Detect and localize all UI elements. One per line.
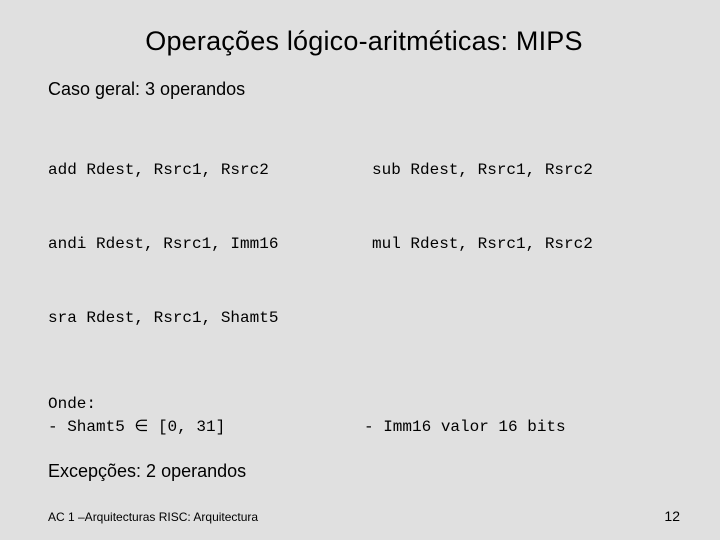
code-line: sub Rdest, Rsrc1, Rsrc2 [372, 158, 680, 183]
code-line: add Rdest, Rsrc1, Rsrc2 [48, 158, 364, 183]
code-line: mul Rdest, Rsrc1, Rsrc2 [372, 232, 680, 257]
code-line: andi Rdest, Rsrc1, Imm16 [48, 232, 364, 257]
onde-left: - Shamt5 ∈ [0, 31] [48, 416, 364, 439]
onde-right: - Imm16 valor 16 bits [364, 416, 680, 439]
section1-heading: Caso geral: 3 operandos [48, 79, 680, 100]
onde-block: Onde: - Shamt5 ∈ [0, 31] - Imm16 valor 1… [48, 393, 680, 439]
slide-title: Operações lógico-aritméticas: MIPS [48, 26, 680, 57]
onde-columns: - Shamt5 ∈ [0, 31] - Imm16 valor 16 bits [48, 416, 680, 439]
section1-right-col: sub Rdest, Rsrc1, Rsrc2 mul Rdest, Rsrc1… [364, 108, 680, 381]
section2-heading: Excepções: 2 operandos [48, 461, 680, 482]
footer: AC 1 –Arquitecturas RISC: Arquitectura 1… [48, 508, 680, 524]
section1-left-col: add Rdest, Rsrc1, Rsrc2 andi Rdest, Rsrc… [48, 108, 364, 381]
footer-left: AC 1 –Arquitecturas RISC: Arquitectura [48, 510, 258, 524]
slide: Operações lógico-aritméticas: MIPS Caso … [0, 0, 720, 540]
onde-label: Onde: [48, 393, 680, 416]
code-line: sra Rdest, Rsrc1, Shamt5 [48, 306, 364, 331]
section1-columns: add Rdest, Rsrc1, Rsrc2 andi Rdest, Rsrc… [48, 108, 680, 381]
page-number: 12 [664, 508, 680, 524]
